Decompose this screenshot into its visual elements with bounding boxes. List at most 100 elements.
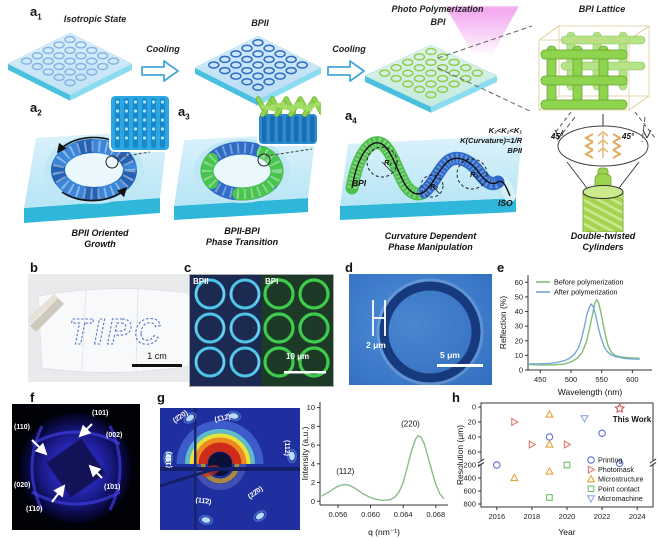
kossel-diagram [12, 404, 140, 530]
panel-a2-label: a2 [30, 100, 42, 118]
panel-g-label: g [157, 390, 165, 405]
bpi-lattice-title: BPI Lattice [578, 4, 626, 14]
cooling-label-2: Cooling [332, 44, 366, 54]
svg-text:550: 550 [595, 375, 608, 384]
photograph-flexible-film: TIPC 1 cm [28, 274, 206, 382]
svg-text:2024: 2024 [629, 512, 646, 521]
photo-polymerization-title: Photo Polymerization [391, 4, 484, 14]
kossel-m101-label: (1̄01) [104, 484, 121, 491]
isotropic-state-title: Isotropic State [63, 14, 127, 24]
cooling-label-1: Cooling [146, 44, 180, 54]
svg-text:q (nm⁻¹): q (nm⁻¹) [368, 527, 400, 537]
bpi-bpii-lattice-inset [255, 96, 321, 146]
svg-text:0: 0 [519, 366, 523, 375]
phase-transition-illustration [174, 133, 316, 220]
d-scale-label: 5 μm [440, 350, 460, 360]
svg-text:8: 8 [311, 422, 315, 431]
svg-text:40: 40 [468, 433, 476, 442]
svg-text:Before polymerization: Before polymerization [554, 278, 624, 287]
panel-d-label: d [345, 260, 353, 275]
svg-text:400: 400 [463, 474, 476, 483]
svg-text:600: 600 [463, 487, 476, 496]
iso-ribbon-label: ISO [498, 198, 513, 208]
svg-text:30: 30 [515, 322, 523, 331]
svg-text:Microstructure: Microstructure [598, 475, 644, 484]
svg-text:200: 200 [463, 461, 476, 470]
svg-text:(220): (220) [401, 419, 420, 428]
kossel-m110-label: (1̄10) [26, 506, 43, 513]
saxs-pattern [160, 408, 300, 530]
svg-text:40: 40 [515, 307, 523, 316]
svg-text:Year: Year [558, 527, 575, 537]
micrograph-bpii-label: BPII [193, 277, 209, 286]
curvature-ribbon-illustration [340, 135, 522, 220]
svg-text:2022: 2022 [594, 512, 611, 521]
panel-b-label: b [30, 260, 38, 275]
svg-text:Point contact: Point contact [598, 484, 640, 493]
bpi-ribbon-label: BPI [352, 178, 367, 188]
svg-text:2018: 2018 [524, 512, 541, 521]
svg-text:6: 6 [311, 441, 315, 450]
cooling-arrow-icon [327, 60, 365, 82]
a3-caption: BPII-BPI Phase Transition [205, 226, 279, 247]
svg-text:2020: 2020 [559, 512, 576, 521]
scale-bar [132, 364, 182, 367]
panel-c-label: c [184, 260, 192, 275]
panel-a3-label: a3 [178, 104, 190, 122]
svg-text:0.064: 0.064 [394, 510, 413, 519]
sample-text: TIPC [69, 311, 163, 352]
svg-text:Resolution (μm): Resolution (μm) [455, 425, 465, 485]
kossel-020-label: (020) [14, 482, 31, 489]
scale-bar-label: 1 cm [147, 351, 167, 361]
bpi-label-top: BPI [430, 17, 446, 27]
svg-text:800: 800 [463, 500, 476, 509]
isotropic-plate-illustration [7, 32, 133, 101]
svg-text:Micromachine: Micromachine [598, 494, 643, 503]
svg-text:2016: 2016 [488, 512, 505, 521]
svg-text:0.056: 0.056 [329, 510, 348, 519]
svg-text:20: 20 [468, 418, 476, 427]
curvature-equations: K₃<K₂<K₁ K(Curvature)=1/R BPII [460, 126, 522, 155]
svg-text:2: 2 [311, 478, 315, 487]
panel-h-label: h [452, 390, 460, 405]
svg-text:Printing: Printing [598, 456, 622, 465]
radius-r1-label: R₁ [384, 158, 393, 167]
reflection-spectrum-chart: 450 500 550 600 0 10 20 30 40 50 60 Wavelength (nm)… [498, 275, 652, 397]
svg-text:Reflection (%): Reflection (%) [498, 296, 508, 350]
micrograph-scale-label: 10 μm [286, 352, 310, 361]
svg-text:After polymerization: After polymerization [554, 288, 618, 297]
micrograph-bpi-label: BPI [265, 277, 279, 286]
kossel-002-label: (002) [106, 432, 123, 439]
cooling-arrow-icon [141, 60, 179, 82]
panel-f-label: f [30, 390, 35, 405]
svg-text:Wavelength (nm): Wavelength (nm) [558, 387, 623, 397]
svg-text:0: 0 [472, 403, 476, 412]
svg-text:(112): (112) [336, 467, 354, 476]
svg-text:450: 450 [534, 375, 547, 384]
bpi-plate-illustration [364, 44, 498, 113]
svg-text:50: 50 [515, 292, 523, 301]
kossel-101-label: (101) [92, 410, 109, 417]
bpii-plate-illustration [194, 35, 322, 106]
panel-e-label: e [497, 260, 505, 275]
svg-text:60: 60 [515, 278, 523, 287]
bpii-title: BPII [251, 18, 269, 28]
panel-a4-label: a4 [345, 108, 357, 126]
bpii-lattice-inset [109, 94, 171, 152]
panel-a1-label: a1 [30, 4, 42, 22]
svg-text:60: 60 [468, 448, 476, 457]
cylinders-caption: Double-twisted Cylinders [570, 231, 636, 252]
ring-thickness-label: 2 μm [366, 340, 386, 350]
saxs-m112-label: (1̄12) [166, 451, 173, 468]
svg-text:This Work: This Work [613, 415, 652, 424]
sem-ring-micrograph [349, 274, 492, 385]
svg-text:4: 4 [311, 459, 315, 468]
kossel-110-label: (110) [14, 424, 30, 431]
svg-text:600: 600 [626, 375, 639, 384]
radius-r2-label: R₂ [430, 182, 439, 191]
bpi-lattice-illustration [538, 25, 650, 111]
a4-caption: Curvature Dependent Phase Manipulation [384, 231, 477, 252]
svg-text:0: 0 [311, 497, 315, 506]
fluorescence-micrograph-bpii-bpi [189, 274, 334, 387]
svg-text:Intensity (a.u.): Intensity (a.u.) [300, 426, 310, 480]
